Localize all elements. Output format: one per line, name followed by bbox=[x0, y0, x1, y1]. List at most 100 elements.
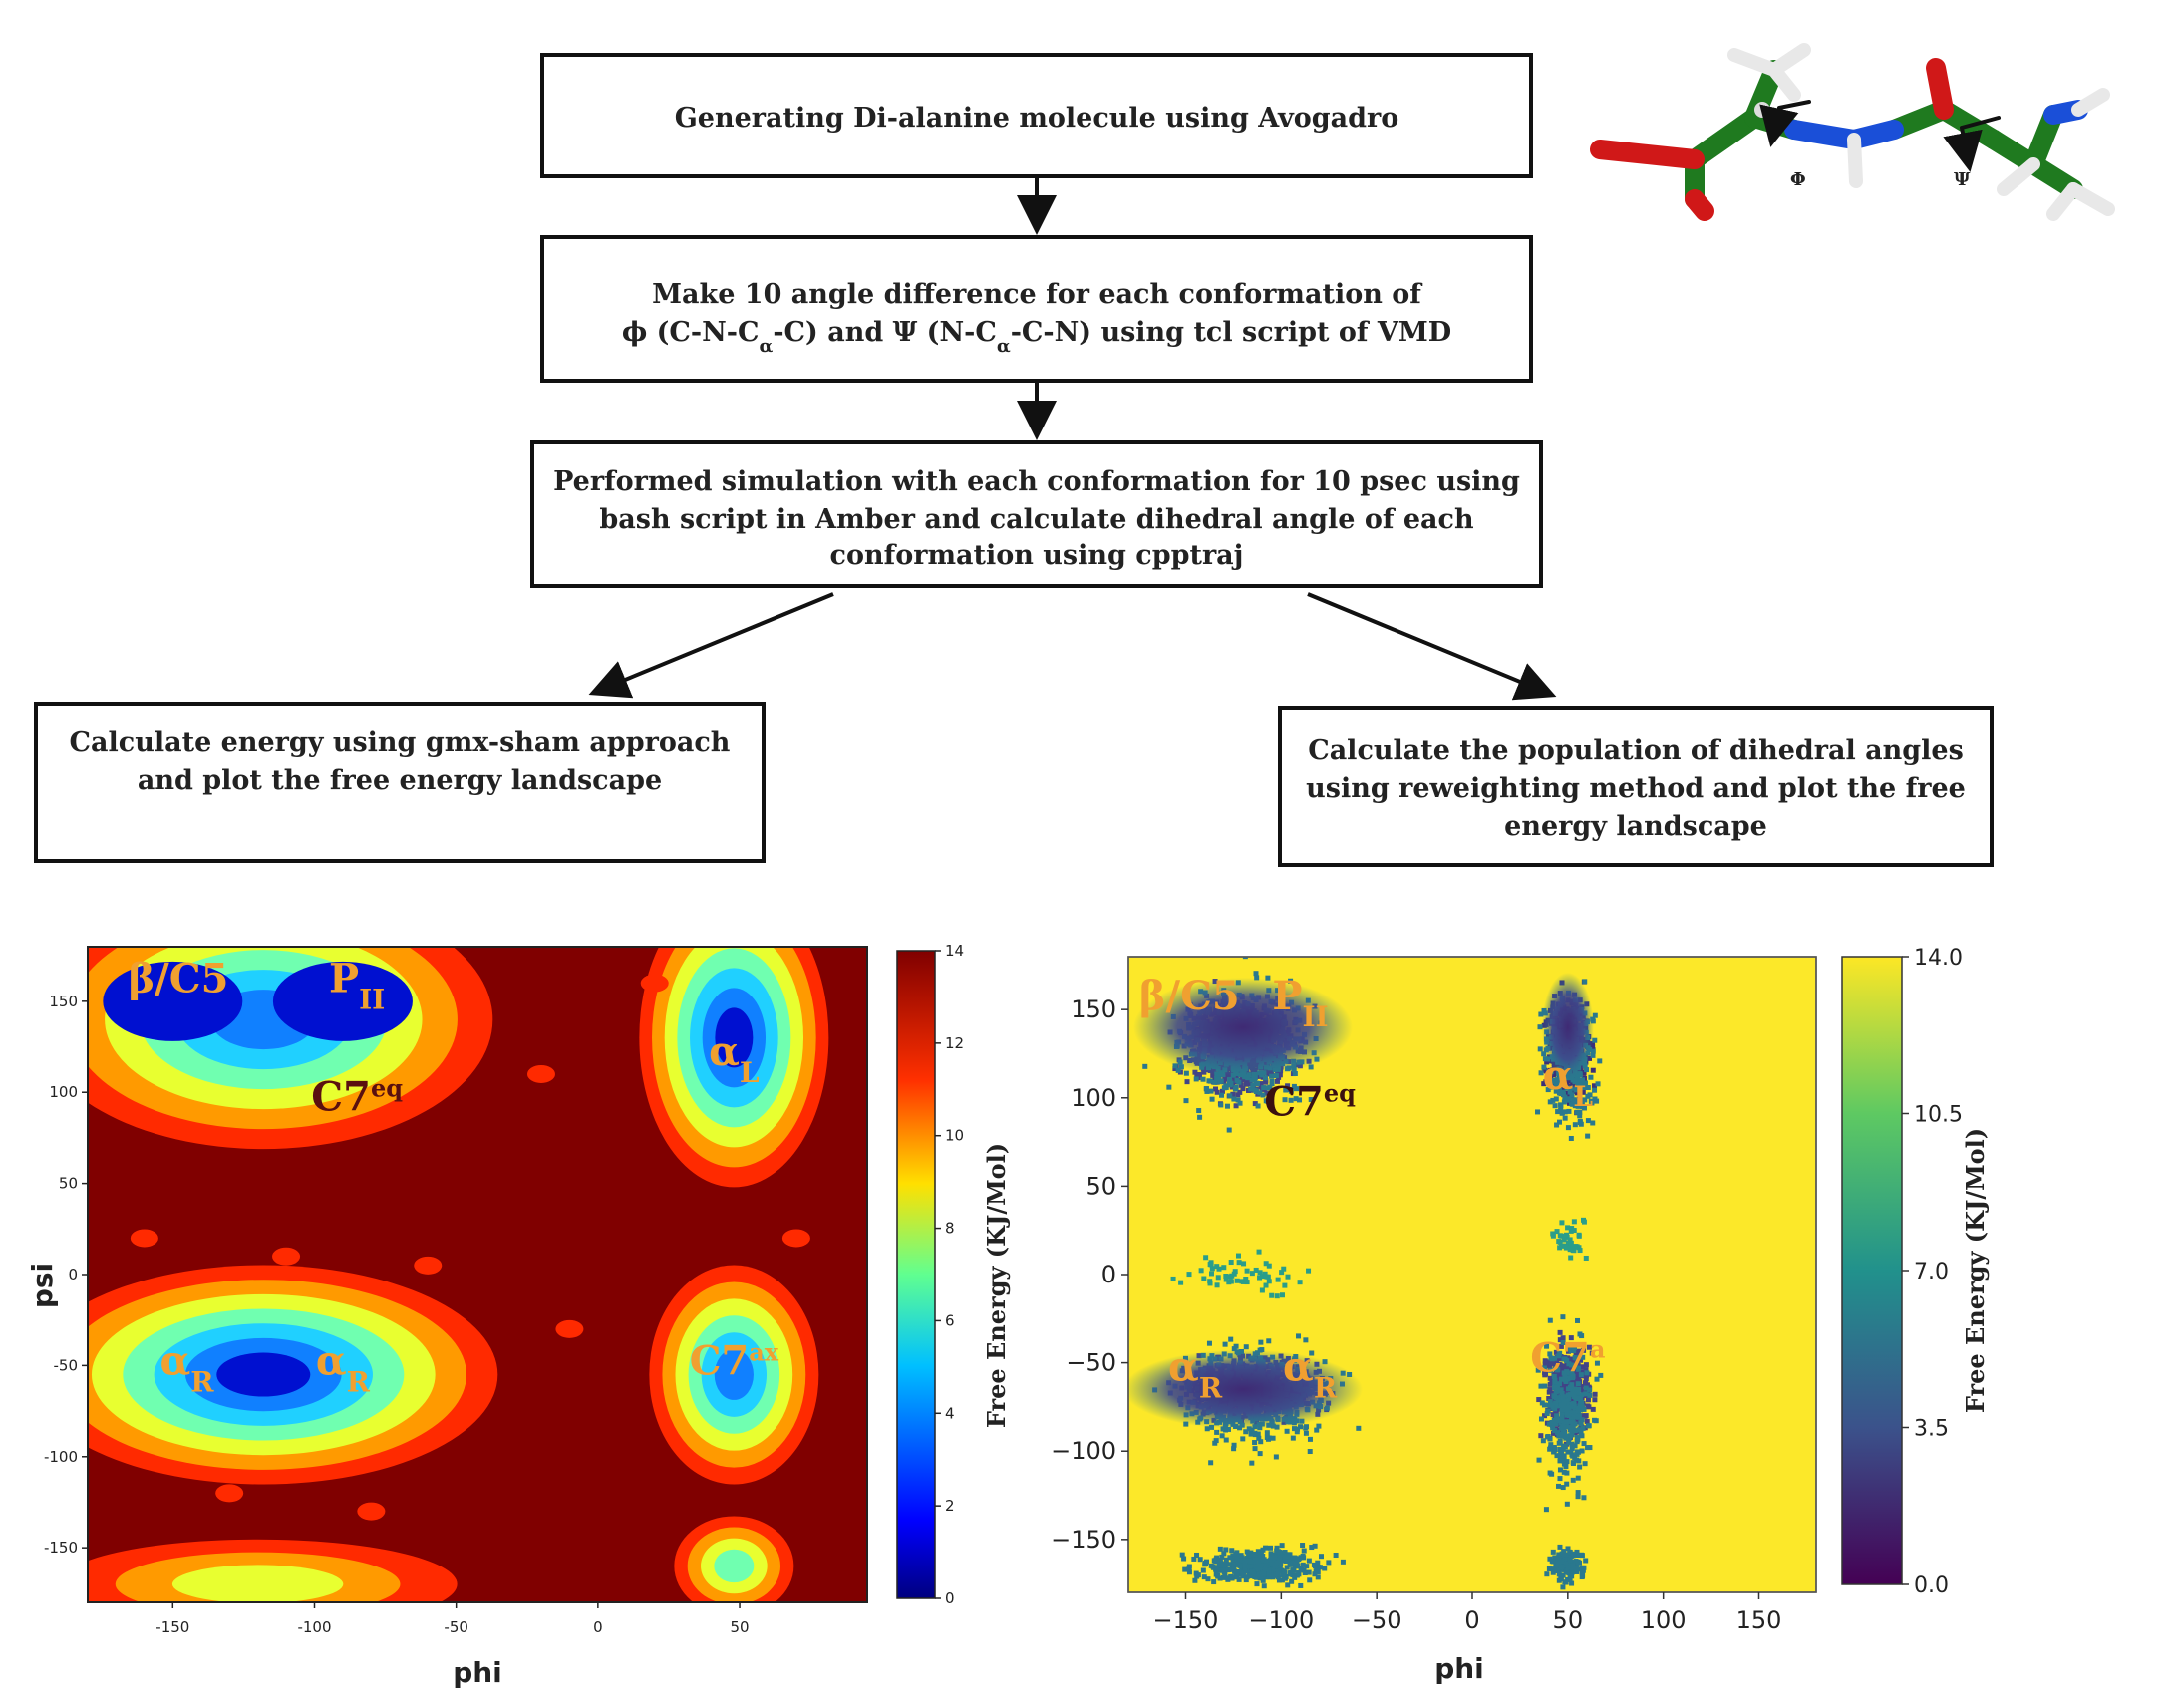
population-point bbox=[1215, 1275, 1221, 1281]
population-point bbox=[1175, 1067, 1181, 1073]
population-point bbox=[1254, 1581, 1260, 1587]
left-colorbar-tick: 14 bbox=[945, 942, 964, 960]
population-point bbox=[1557, 1337, 1563, 1343]
population-point bbox=[1307, 1577, 1313, 1583]
population-point bbox=[1560, 1407, 1566, 1413]
population-point bbox=[1309, 1350, 1315, 1356]
population-point bbox=[1284, 1565, 1290, 1570]
population-point bbox=[1566, 1396, 1572, 1402]
population-point bbox=[1223, 1427, 1229, 1433]
population-point bbox=[1261, 1085, 1267, 1091]
population-point bbox=[1590, 1044, 1596, 1050]
population-point bbox=[1575, 1370, 1581, 1376]
population-point bbox=[1560, 1335, 1566, 1341]
left-ytick-label: -50 bbox=[54, 1356, 79, 1374]
population-point bbox=[1246, 1553, 1252, 1559]
population-point bbox=[1288, 978, 1294, 984]
population-point bbox=[1547, 1375, 1553, 1381]
contour-island bbox=[130, 1229, 158, 1248]
population-point bbox=[1580, 1354, 1586, 1360]
population-point bbox=[1277, 1072, 1283, 1078]
population-point bbox=[1245, 1075, 1251, 1081]
population-point bbox=[1229, 1273, 1235, 1279]
population-point bbox=[1230, 1557, 1236, 1563]
population-point bbox=[1307, 1449, 1313, 1455]
population-point bbox=[1569, 1446, 1575, 1452]
population-point bbox=[1279, 1577, 1285, 1583]
population-point bbox=[1257, 1090, 1263, 1096]
population-point bbox=[1214, 1264, 1220, 1270]
population-point bbox=[1579, 1102, 1585, 1108]
population-point bbox=[1535, 1367, 1541, 1373]
population-point bbox=[1233, 1571, 1239, 1577]
population-point bbox=[1547, 1317, 1553, 1323]
population-point bbox=[1546, 1402, 1552, 1408]
population-point bbox=[1261, 1571, 1267, 1577]
population-point bbox=[1544, 1411, 1550, 1417]
population-point bbox=[1567, 1384, 1573, 1390]
population-point bbox=[1223, 1437, 1229, 1443]
population-point bbox=[1564, 1424, 1570, 1430]
population-point bbox=[1583, 1362, 1589, 1368]
left-xtick-label: -100 bbox=[297, 1618, 331, 1636]
population-point bbox=[1592, 1012, 1598, 1018]
population-point bbox=[1581, 1081, 1587, 1087]
population-point bbox=[1225, 1576, 1231, 1582]
population-point bbox=[1546, 1081, 1552, 1087]
population-point bbox=[1575, 1317, 1581, 1323]
population-point bbox=[1252, 1087, 1258, 1093]
population-point bbox=[1553, 1564, 1559, 1569]
population-point bbox=[1288, 1571, 1294, 1577]
left-method-line2: and plot the free energy landscape bbox=[138, 765, 662, 796]
population-point bbox=[1298, 1424, 1304, 1430]
population-point bbox=[1592, 1087, 1598, 1093]
population-point bbox=[1580, 1572, 1586, 1578]
population-point bbox=[1578, 1357, 1584, 1363]
population-point bbox=[1587, 1387, 1593, 1393]
population-point bbox=[1246, 1572, 1252, 1578]
population-point bbox=[1259, 1287, 1265, 1293]
population-point bbox=[1252, 1440, 1258, 1446]
population-point bbox=[1559, 1082, 1565, 1088]
population-point bbox=[1555, 1388, 1561, 1394]
population-point bbox=[1201, 1574, 1207, 1580]
population-point bbox=[1263, 1079, 1269, 1085]
population-point bbox=[1553, 1349, 1559, 1355]
population-point bbox=[1577, 1331, 1583, 1337]
population-point bbox=[1555, 1367, 1561, 1373]
left-xtick-label: -150 bbox=[155, 1618, 189, 1636]
population-point bbox=[1568, 1416, 1574, 1422]
population-point bbox=[1570, 1082, 1576, 1088]
population-point bbox=[1589, 1350, 1595, 1356]
population-point bbox=[1581, 1495, 1587, 1501]
population-point bbox=[1231, 1442, 1237, 1448]
population-point bbox=[1282, 1550, 1288, 1556]
population-point bbox=[1561, 1458, 1567, 1464]
population-point bbox=[1577, 1119, 1583, 1125]
population-point bbox=[1591, 1083, 1597, 1089]
population-point bbox=[1303, 1337, 1309, 1343]
population-point bbox=[1213, 1086, 1219, 1092]
population-point bbox=[1186, 1564, 1192, 1569]
left-region-label: PII bbox=[329, 956, 385, 1016]
population-point bbox=[1243, 1344, 1249, 1350]
population-point bbox=[1583, 1376, 1589, 1382]
population-point bbox=[1574, 1090, 1580, 1096]
population-point bbox=[1183, 1070, 1189, 1076]
population-point bbox=[1562, 1109, 1568, 1115]
population-point bbox=[1548, 1442, 1554, 1448]
population-point bbox=[1218, 1102, 1224, 1108]
population-point bbox=[1262, 1566, 1268, 1572]
population-point bbox=[1586, 1344, 1592, 1350]
population-point bbox=[1272, 1555, 1278, 1561]
population-point bbox=[1545, 1434, 1551, 1440]
population-point bbox=[1547, 1099, 1553, 1105]
population-point bbox=[1547, 1405, 1553, 1411]
population-point bbox=[1279, 1554, 1285, 1560]
population-point bbox=[1289, 1578, 1295, 1584]
population-point bbox=[1208, 1460, 1214, 1466]
population-point bbox=[1292, 1070, 1298, 1076]
population-point bbox=[1244, 1549, 1250, 1555]
population-point bbox=[1291, 1083, 1297, 1089]
population-point bbox=[1200, 1567, 1206, 1573]
